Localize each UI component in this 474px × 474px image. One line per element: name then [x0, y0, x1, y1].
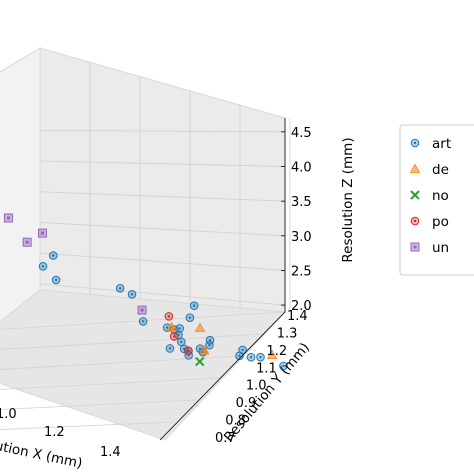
z-grid-line	[39, 283, 286, 306]
y-tick-label: 1.1	[256, 361, 277, 376]
legend-box	[399, 124, 474, 276]
back-pane-left	[0, 47, 41, 323]
y-tick-label: 1.0	[246, 379, 267, 394]
z-axis-label: Resolution Z (mm)	[340, 137, 356, 262]
data-point-de	[266, 349, 278, 360]
data-point-art-dot	[118, 287, 122, 290]
data-point-art-dot	[130, 293, 134, 296]
floor-grid-line	[0, 311, 286, 330]
data-point-no	[195, 356, 205, 367]
y-tick-label: 1.4	[287, 309, 308, 324]
z-grid-line	[39, 252, 286, 271]
data-point-art-dot	[178, 327, 181, 330]
data-point-un-center	[40, 231, 44, 235]
legend-marker-art-dot	[413, 141, 417, 145]
data-point-art-dot	[192, 304, 196, 307]
floor-grid-line	[0, 333, 264, 350]
data-point-art-dot	[165, 326, 169, 329]
y-tick-label: 0.9	[236, 396, 257, 411]
data-point-po-dot	[173, 335, 176, 338]
data-point-un-center	[25, 240, 29, 244]
legend-label-de: de	[432, 162, 449, 178]
back-pane-right	[39, 47, 286, 313]
data-point-art-dot	[41, 265, 45, 268]
data-point-art-dot	[238, 354, 241, 358]
z-grid-line	[39, 160, 286, 167]
z-tick-label: 3.0	[291, 230, 312, 245]
x-tick-label: 1.4	[100, 445, 121, 460]
data-point-art-dot	[168, 347, 172, 350]
data-point-art-dot	[188, 316, 192, 319]
legend-marker-un-center	[413, 245, 417, 249]
legend-label-po: po	[432, 214, 449, 230]
data-point-po-dot	[167, 315, 171, 318]
data-point-art-dot	[208, 339, 212, 342]
legend-label-art: art	[432, 136, 451, 152]
data-point-art-dot	[249, 356, 253, 359]
data-point-art-dot	[180, 340, 183, 344]
floor-grid-line	[0, 399, 198, 410]
z-grid-line	[39, 222, 286, 237]
x-tick-label: 1.0	[0, 407, 17, 422]
legend-marker-de	[409, 163, 421, 173]
data-point-de	[199, 345, 210, 355]
data-point-art-dot	[198, 347, 202, 350]
y-tick-label: 1.3	[277, 326, 298, 341]
data-point-un-center	[6, 216, 10, 220]
floor-grid-line	[0, 355, 242, 370]
data-point-art-dot	[282, 364, 285, 368]
data-points	[3, 213, 288, 371]
data-point-art-dot	[259, 355, 262, 359]
z-axis-ticks: 2.0 2.5 3.0 3.5 4.0 4.5	[281, 126, 312, 314]
grid-lines	[0, 62, 291, 430]
z-grid-line	[39, 191, 286, 202]
y-axis-line	[159, 311, 286, 441]
z-tick-label: 2.0	[291, 299, 312, 314]
z-tick-label: 3.5	[291, 195, 312, 210]
legend-label-no: no	[432, 188, 449, 204]
z-grid-line	[39, 129, 286, 133]
y-axis-ticks: 0.7 0.8 0.9 1.0 1.1 1.2 1.3 1.4	[215, 309, 308, 446]
legend: art de no po un	[399, 124, 474, 276]
x-tick-label: 1.2	[44, 425, 65, 440]
z-tick-label: 2.5	[291, 264, 312, 279]
data-point-un-center	[140, 308, 144, 312]
data-point-de	[166, 321, 177, 331]
x-axis-label: Resolution X (mm)	[0, 430, 84, 472]
data-point-de	[194, 322, 206, 332]
z-tick-label: 4.5	[291, 126, 312, 141]
data-point-art-dot	[141, 320, 145, 323]
data-point-art-dot	[52, 254, 55, 257]
data-point-art-dot	[54, 278, 58, 282]
y-tick-label: 0.8	[225, 414, 246, 429]
y-tick-label: 0.7	[215, 431, 236, 446]
floor-grid-line	[0, 377, 220, 390]
legend-label-un: un	[432, 240, 449, 256]
floor-pane	[0, 289, 287, 441]
z-tick-label: 4.0	[291, 161, 312, 176]
y-tick-label: 1.2	[266, 344, 287, 359]
legend-marker-po-dot	[413, 219, 417, 223]
floor-grid-line	[0, 421, 176, 430]
data-point-po-dot	[187, 349, 190, 352]
legend-marker-no	[410, 190, 420, 200]
data-point-art-dot	[208, 343, 211, 347]
x-axis-ticks: 1.0 1.2 1.4	[0, 407, 121, 460]
data-point-art-dot	[241, 348, 244, 352]
